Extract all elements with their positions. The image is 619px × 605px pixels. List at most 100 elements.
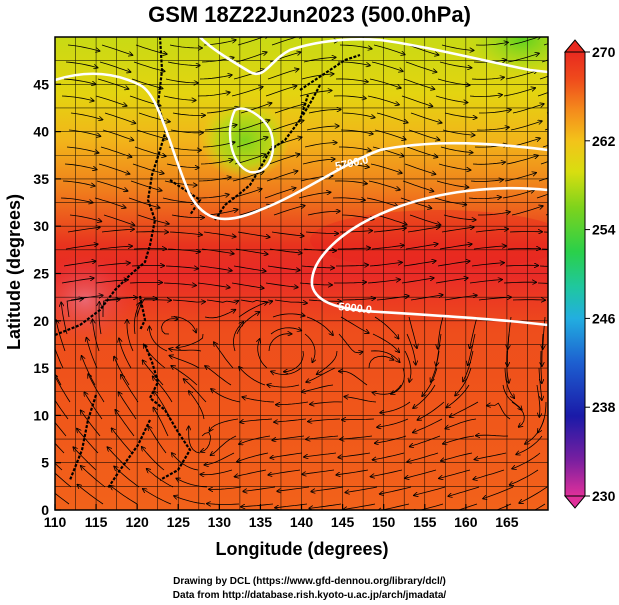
streamline xyxy=(65,244,98,250)
streamline xyxy=(200,160,233,165)
streamline xyxy=(335,78,368,82)
streamline xyxy=(129,282,162,283)
streamline xyxy=(301,74,334,80)
streamline xyxy=(203,231,236,237)
streamline xyxy=(303,249,336,251)
streamline xyxy=(153,408,169,437)
streamline xyxy=(205,210,238,216)
x-tick-label: 150 xyxy=(372,514,396,530)
y-tick-label: 10 xyxy=(33,407,49,423)
streamline xyxy=(199,265,232,271)
streamline xyxy=(271,367,302,375)
streamline xyxy=(534,503,546,510)
streamline xyxy=(115,410,135,437)
streamline xyxy=(510,469,539,485)
streamline xyxy=(374,316,399,339)
streamline xyxy=(345,397,377,403)
streamline xyxy=(483,486,514,499)
streamline xyxy=(410,112,442,123)
streamline xyxy=(304,452,337,457)
streamline xyxy=(368,180,400,190)
streamline xyxy=(238,302,267,318)
warm-band xyxy=(310,210,548,270)
streamline xyxy=(538,367,542,400)
colorbar-bottom-arrow xyxy=(563,495,587,509)
streamline xyxy=(97,263,130,267)
streamline xyxy=(336,265,368,266)
streamline xyxy=(306,316,333,335)
streamline xyxy=(444,112,477,118)
streamline xyxy=(197,92,230,97)
x-tick-label: 160 xyxy=(454,514,478,530)
streamline xyxy=(413,418,443,432)
streamline xyxy=(197,282,230,288)
streamline xyxy=(469,280,502,284)
streamline xyxy=(128,197,160,208)
streamline xyxy=(237,37,268,46)
streamline xyxy=(504,173,536,182)
streamline xyxy=(137,214,169,224)
streamline xyxy=(437,261,470,267)
streamline xyxy=(70,112,102,120)
x-tick-label: 120 xyxy=(125,514,149,530)
streamline xyxy=(272,314,305,317)
streamline xyxy=(309,503,342,508)
credit-dcl: Drawing by DCL (https://www.gfd-dennou.o… xyxy=(173,576,446,587)
streamline xyxy=(169,44,202,48)
streamline xyxy=(237,452,269,462)
streamline xyxy=(506,156,538,165)
streamline xyxy=(409,214,440,225)
streamline xyxy=(114,467,140,488)
streamline xyxy=(516,435,543,454)
streamline xyxy=(268,469,301,475)
streamline xyxy=(342,298,375,300)
streamline xyxy=(339,44,372,49)
streamline xyxy=(512,452,541,469)
y-tick-label: 45 xyxy=(33,76,49,92)
streamline xyxy=(171,366,198,386)
streamline xyxy=(284,350,304,372)
streamline xyxy=(372,333,399,352)
x-tick-label: 155 xyxy=(413,514,437,530)
streamline xyxy=(457,503,478,510)
colorbar-tick-label: 254 xyxy=(592,222,616,238)
streamline xyxy=(472,162,505,164)
streamline xyxy=(536,384,540,417)
streamline xyxy=(177,333,204,348)
streamline xyxy=(503,282,536,283)
streamline xyxy=(369,78,401,88)
streamline xyxy=(231,282,264,288)
streamline xyxy=(342,112,375,118)
streamline xyxy=(268,154,299,165)
streamline xyxy=(479,110,511,114)
contour-5900 xyxy=(310,186,548,327)
streamline xyxy=(301,266,334,268)
streamline xyxy=(99,246,132,250)
streamline xyxy=(511,401,525,427)
streamline xyxy=(163,283,196,285)
streamline xyxy=(55,374,71,403)
streamline xyxy=(407,452,439,462)
streamline xyxy=(62,180,95,186)
streamline xyxy=(346,486,378,493)
streamline xyxy=(369,262,402,267)
streamline xyxy=(164,180,197,185)
streamline xyxy=(99,302,101,335)
x-axis-label: Longitude (degrees) xyxy=(215,539,388,559)
streamline xyxy=(306,126,339,131)
streamline xyxy=(441,452,473,461)
streamline xyxy=(101,44,132,55)
streamline xyxy=(93,320,100,352)
streamline xyxy=(114,357,130,386)
streamline xyxy=(431,350,440,382)
streamline xyxy=(273,206,305,216)
streamline xyxy=(307,211,340,216)
streamline xyxy=(63,261,96,267)
streamline xyxy=(130,180,162,191)
streamline xyxy=(104,112,135,123)
streamline xyxy=(55,442,65,454)
streamline xyxy=(340,129,373,134)
streamline xyxy=(299,91,332,97)
streamline xyxy=(169,231,202,235)
streamline xyxy=(542,333,543,366)
